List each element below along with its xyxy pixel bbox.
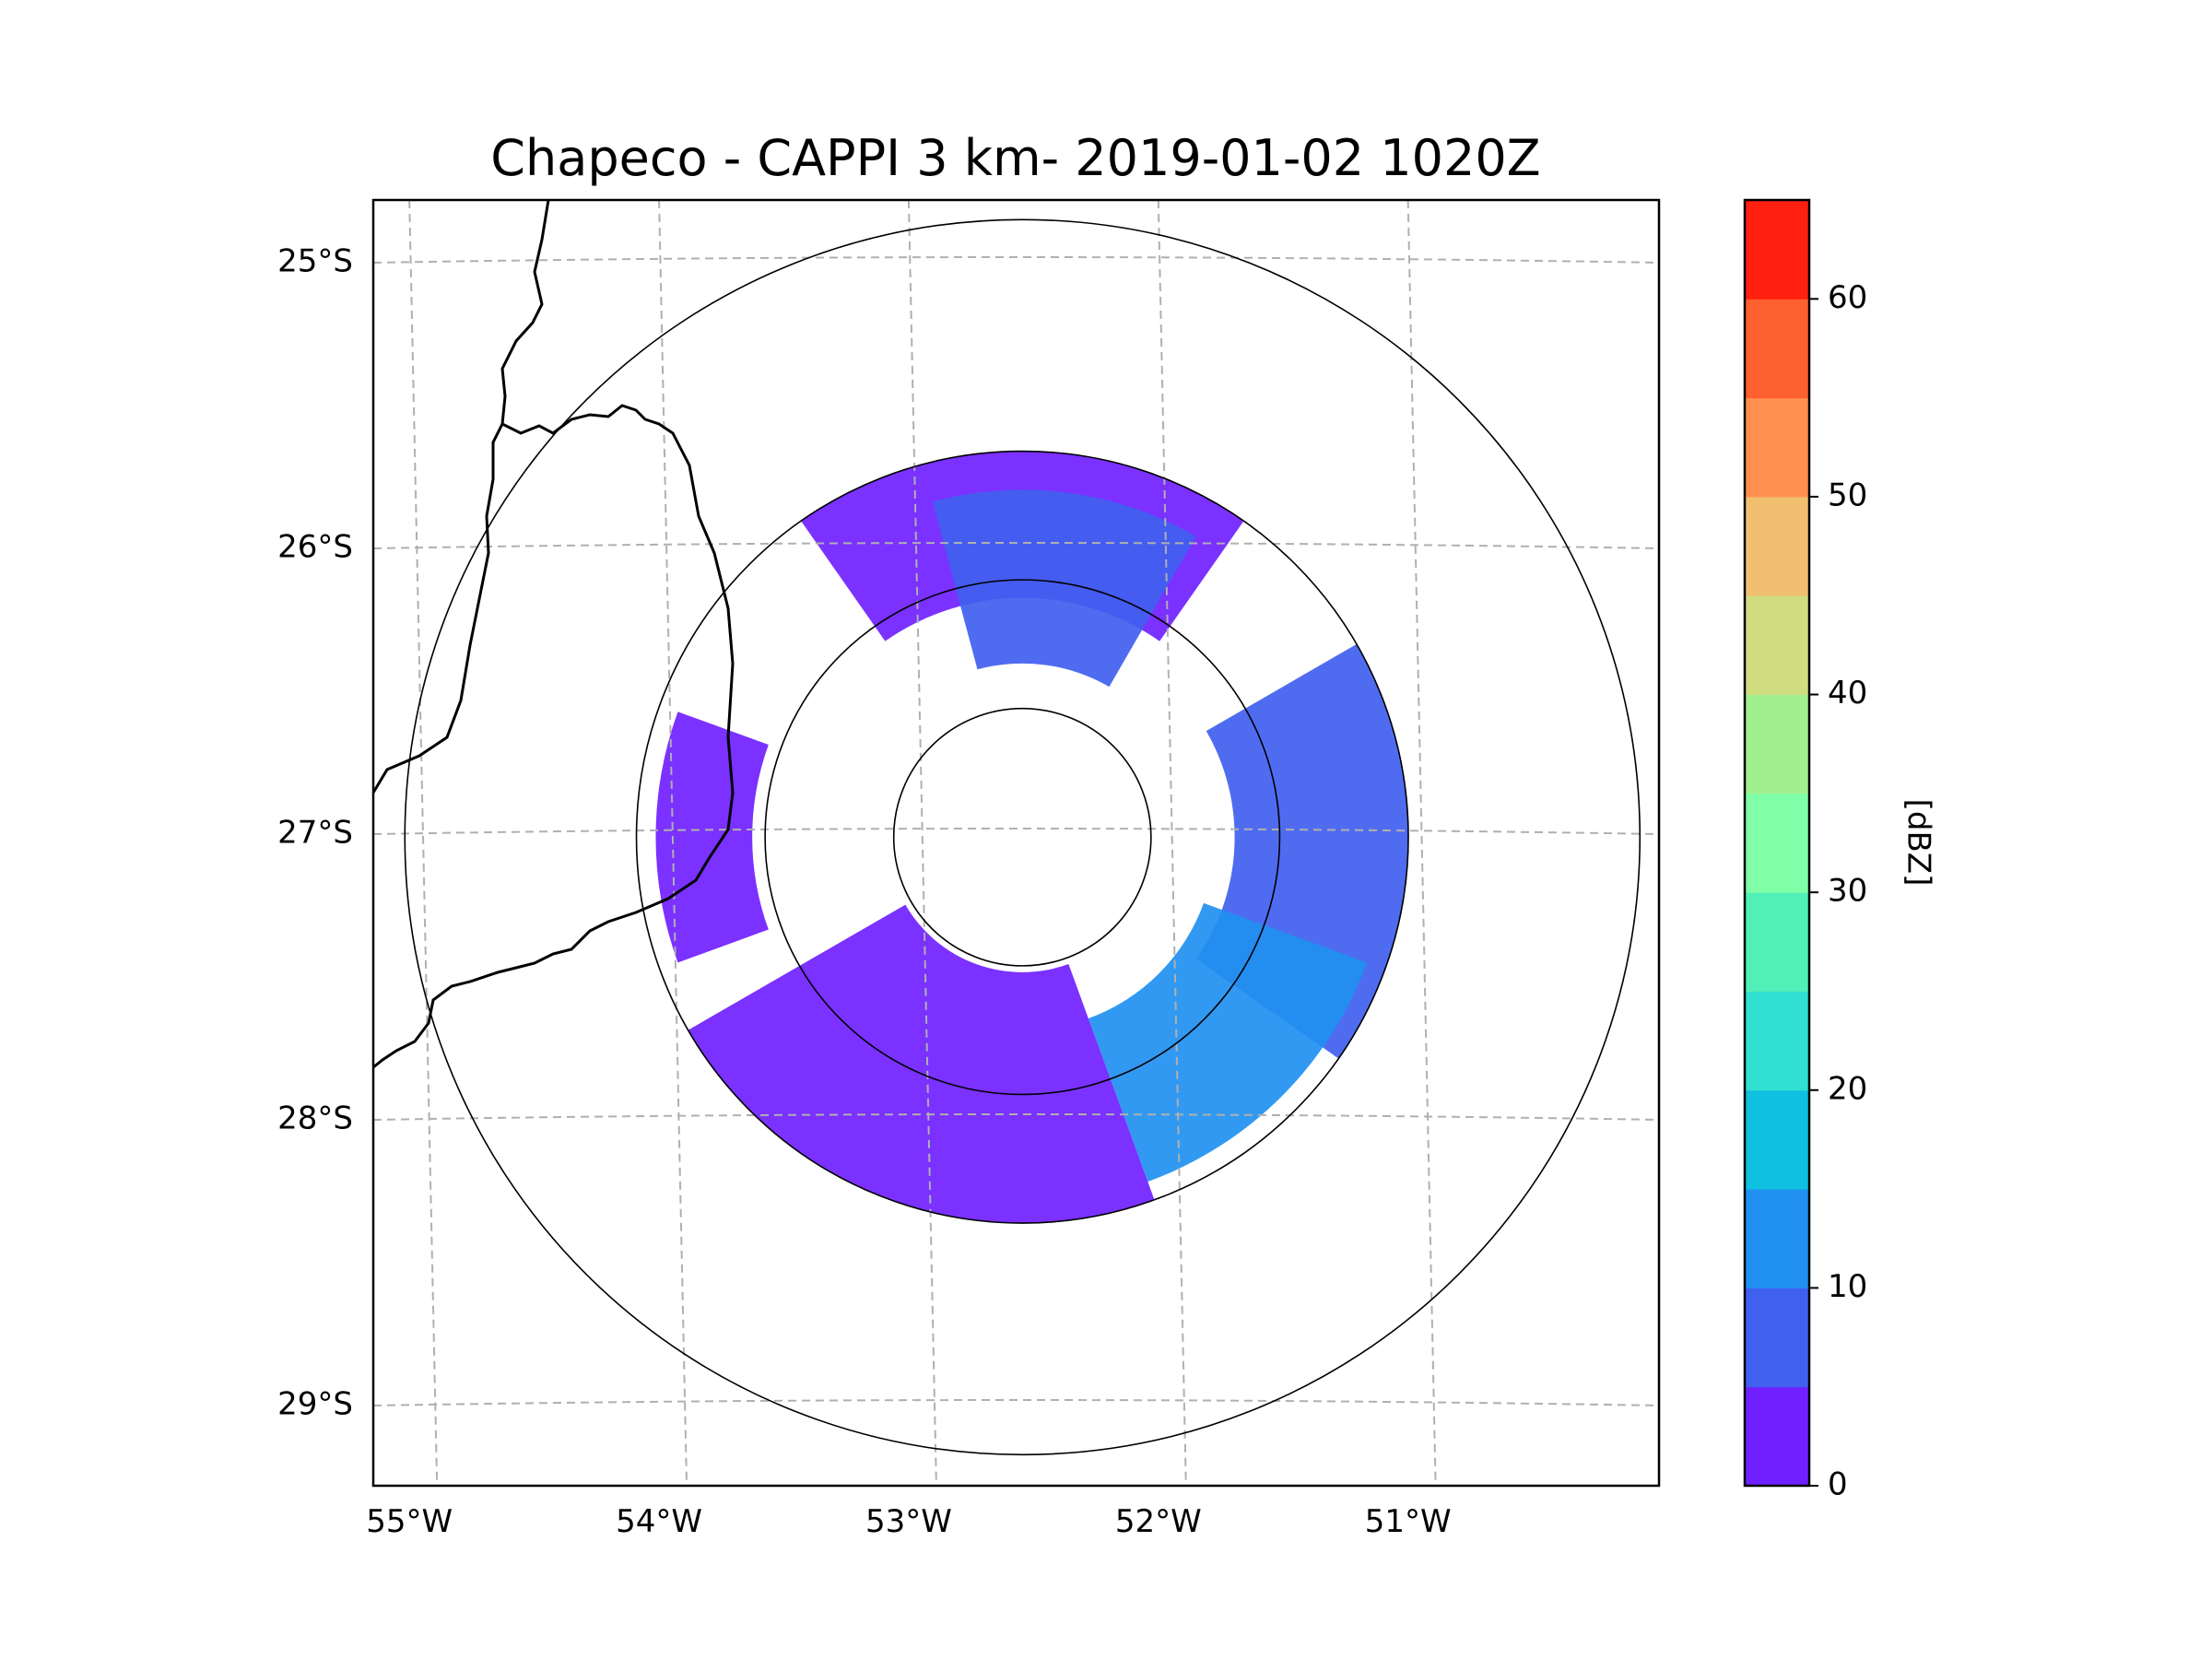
gridline-lat-2	[373, 828, 1659, 835]
axis-ticks: 55°W 54°W 53°W 52°W 51°W 25°S 26°S 27°S 28°S 29°S	[277, 243, 1451, 1541]
range-ring-1	[764, 579, 1281, 1096]
gridline-lon-3	[1157, 200, 1187, 1486]
x-tick-label-3: 52°W	[1115, 1503, 1202, 1540]
colorbar-segment-6	[1745, 793, 1809, 893]
colorbar-segment-3	[1745, 1089, 1809, 1190]
colorbar-tick-label-0: 0	[1828, 1466, 1848, 1503]
chart-title: Chapeco - CAPPI 3 km- 2019-01-02 1020Z	[490, 129, 1540, 187]
range-ring-0	[892, 707, 1152, 967]
y-tick-label-1: 26°S	[277, 529, 353, 566]
y-tick-label-0: 25°S	[277, 243, 353, 280]
border-line-west	[373, 200, 550, 794]
colorbar-segment-9	[1745, 496, 1809, 596]
x-tick-label-0: 55°W	[366, 1503, 453, 1540]
range-ring-2	[635, 450, 1409, 1224]
y-tick-label-4: 29°S	[277, 1386, 353, 1423]
colorbar-segment-8	[1745, 595, 1809, 696]
echo-region-southwest-patch	[655, 712, 769, 963]
colorbar-label: [dBZ]	[1900, 799, 1937, 887]
gridline-lon-4	[1406, 200, 1437, 1486]
gridline-lat-0	[373, 256, 1659, 264]
colorbar: 0 10 20 30 40 50 60 [dBZ]	[1743, 198, 1937, 1503]
colorbar-tick-label-3: 30	[1828, 873, 1867, 910]
x-tick-label-1: 54°W	[616, 1503, 702, 1540]
state-borders	[373, 200, 735, 1069]
gridline-lat-4	[373, 1399, 1659, 1406]
colorbar-tick-label-1: 10	[1828, 1268, 1867, 1305]
colorbar-tick-label-4: 40	[1828, 675, 1867, 712]
x-tick-label-2: 53°W	[865, 1503, 952, 1540]
gridlines	[373, 200, 1659, 1486]
echo-layer	[655, 451, 1409, 1224]
border-line-central	[373, 404, 735, 1069]
echo-region-southeast-core	[1088, 902, 1368, 1182]
colorbar-segment-2	[1745, 1189, 1809, 1288]
echo-region-south-band	[688, 904, 1155, 1224]
colorbar-ticks: 0 10 20 30 40 50 60	[1809, 279, 1867, 1503]
colorbar-segment-10	[1745, 397, 1809, 498]
gridline-lon-2	[907, 200, 937, 1486]
gridline-lon-1	[658, 200, 688, 1486]
colorbar-segment-12	[1745, 200, 1809, 300]
gridline-lat-1	[373, 542, 1659, 549]
colorbar-tick-label-2: 20	[1828, 1070, 1867, 1107]
colorbar-segment-0	[1745, 1386, 1809, 1487]
y-tick-label-3: 28°S	[277, 1100, 353, 1137]
colorbar-segment-7	[1745, 694, 1809, 794]
colorbar-tick-label-6: 60	[1828, 279, 1867, 316]
echo-region-north-core	[932, 489, 1196, 688]
colorbar-segment-11	[1745, 299, 1809, 399]
range-ring-3	[404, 218, 1641, 1456]
gridline-lat-3	[373, 1113, 1659, 1121]
colorbar-segment-4	[1745, 991, 1809, 1091]
plot-area	[373, 200, 1659, 1486]
colorbar-segment-5	[1745, 892, 1809, 992]
gridline-lon-0	[408, 200, 439, 1486]
range-rings	[404, 218, 1641, 1456]
plot-frame	[371, 198, 1661, 1488]
colorbar-frame	[1743, 198, 1811, 1488]
colorbar-segments	[1745, 200, 1809, 1487]
colorbar-segment-1	[1745, 1288, 1809, 1388]
x-tick-label-4: 51°W	[1365, 1503, 1452, 1540]
y-tick-label-2: 27°S	[277, 815, 353, 852]
colorbar-tick-label-5: 50	[1828, 477, 1867, 513]
